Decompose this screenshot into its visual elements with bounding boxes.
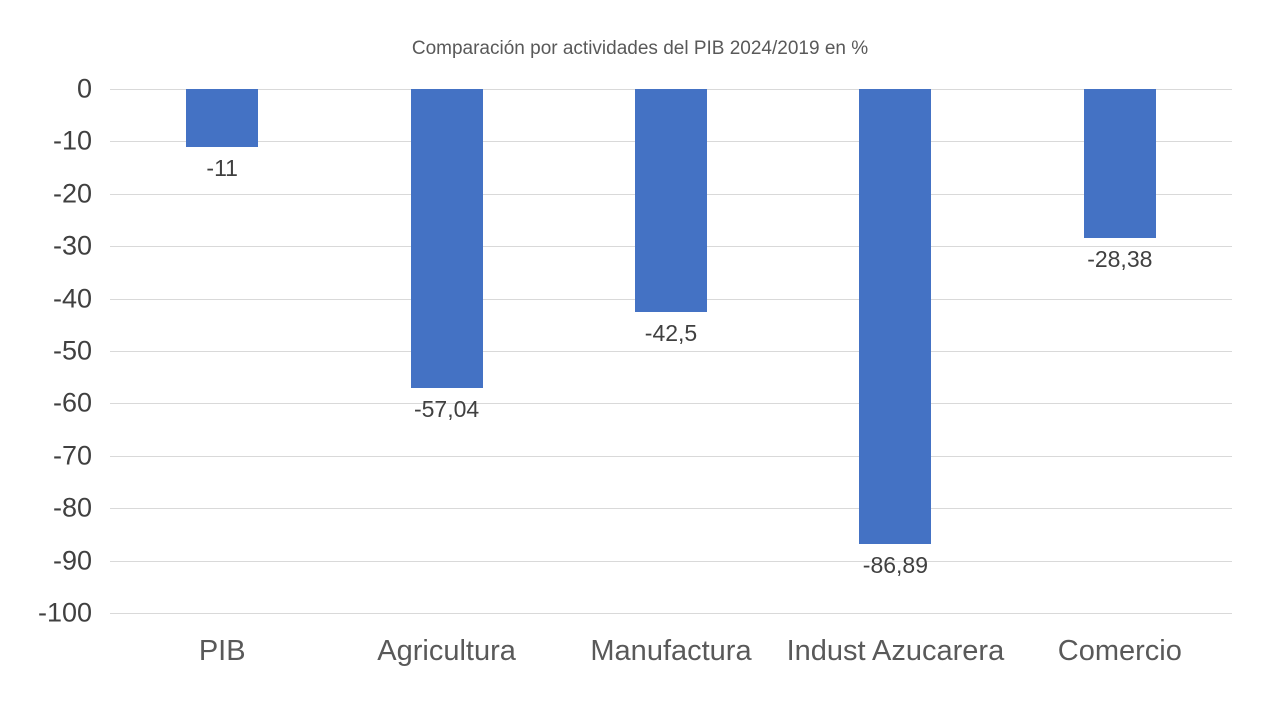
y-axis-tick-label: -50	[52, 335, 92, 366]
y-axis-tick-label: -20	[52, 178, 92, 209]
y-axis-tick-label: -10	[52, 125, 92, 156]
gridline	[110, 455, 1232, 457]
bar-agricultura	[410, 89, 483, 388]
y-axis-tick-label: 0	[76, 73, 92, 104]
x-axis-category-label: Agricultura	[377, 635, 516, 667]
gridline	[110, 508, 1232, 510]
data-label: -28,38	[1087, 245, 1153, 272]
x-axis-category-label: PIB	[198, 635, 246, 667]
y-axis-tick-label: -60	[52, 387, 92, 418]
gridline	[110, 351, 1232, 352]
chart-title: Comparación por actividades del PIB 2024…	[411, 38, 869, 59]
gridline	[110, 560, 1232, 562]
bar-pib	[186, 89, 259, 147]
x-axis-category-label: Comercio	[1057, 635, 1182, 667]
y-axis-tick-label: -70	[52, 440, 92, 471]
y-axis-tick-label: -100	[37, 597, 92, 628]
y-axis-tick-label: -40	[52, 283, 92, 314]
y-axis-tick-label: -90	[52, 545, 92, 576]
y-axis-labels: 0 -10 -20 -30 -40 -50 -60 -70 -80 -90 -100	[0, 74, 92, 628]
data-label: -86,89	[862, 552, 928, 579]
x-axis-category-label: Indust Azucarera	[786, 635, 1005, 667]
bar-indust-azucarera	[859, 89, 932, 545]
plot-area: -11 -57,04 -42,5 -86,89 -28,38	[110, 89, 1232, 614]
y-axis-tick-label: -80	[52, 492, 92, 523]
data-label: -11	[206, 154, 238, 181]
gridline	[110, 403, 1232, 405]
x-axis-category-label: Manufactura	[590, 635, 752, 667]
bar-manufactura	[635, 89, 707, 312]
x-axis-labels: PIB Agricultura Manufactura Indust Azucarer…	[110, 613, 1232, 693]
gridline	[110, 613, 1232, 614]
y-axis-tick-label: -30	[52, 230, 92, 261]
data-label: -42,5	[644, 319, 698, 346]
bar-comercio	[1083, 89, 1156, 238]
data-label: -57,04	[413, 395, 480, 422]
